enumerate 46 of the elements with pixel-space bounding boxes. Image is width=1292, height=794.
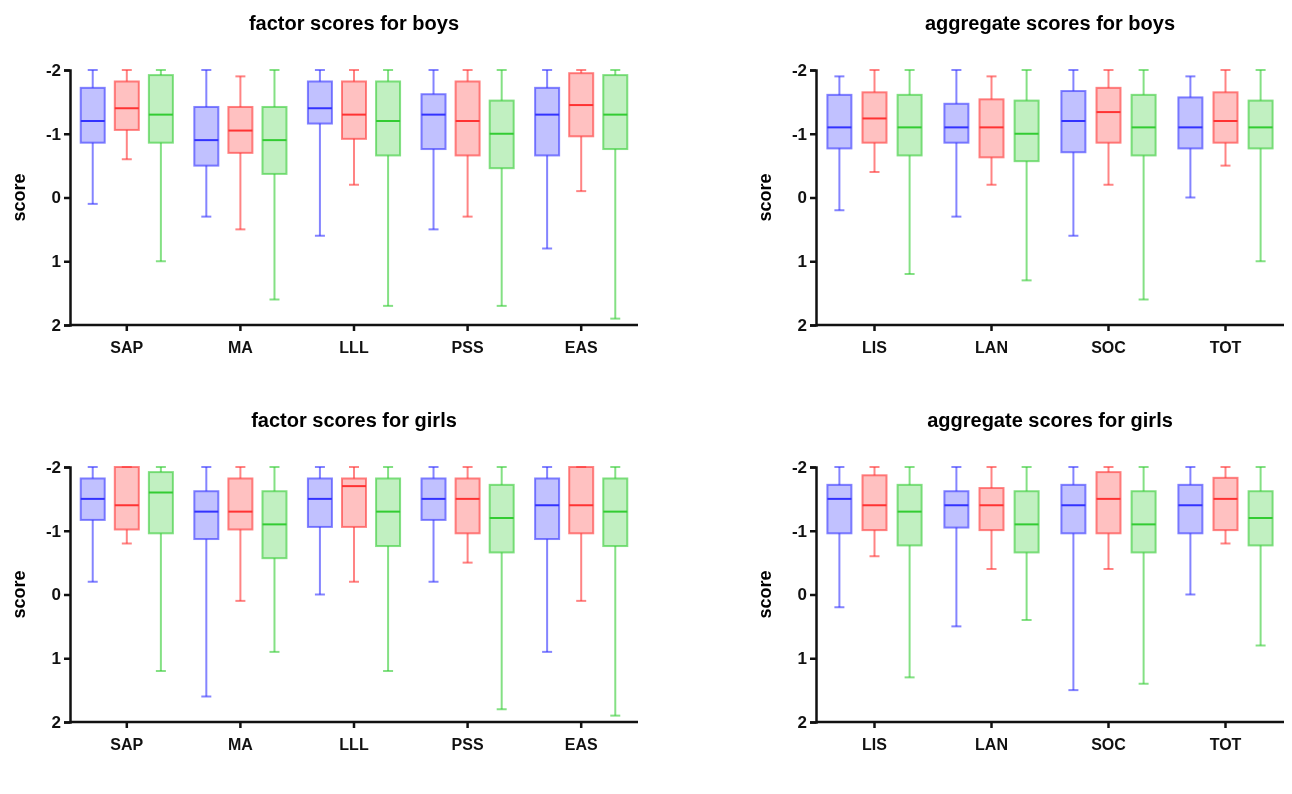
y-tick-label: 0 [797, 585, 807, 605]
y-tick-label: -1 [791, 521, 807, 541]
x-tick-label: PSS [451, 736, 484, 754]
y-tick-label: 0 [797, 188, 807, 208]
x-tick-label: TOT [1209, 339, 1242, 357]
x-tick-label: LIS [862, 339, 888, 357]
x-tick-label: MA [227, 736, 254, 754]
x-tick-label: LIS [862, 736, 888, 754]
x-tick-label: LLL [339, 736, 369, 754]
y-tick-label: 2 [797, 712, 807, 732]
x-tick-label: SAP [110, 736, 144, 754]
y-tick-label: 1 [797, 649, 807, 669]
chart-title: aggregate scores for girls [927, 409, 1173, 431]
chart-title: factor scores for boys [248, 12, 460, 34]
y-tick-label: 1 [51, 252, 61, 272]
y-axis-title: score [9, 570, 29, 619]
x-tick-label: EAS [564, 339, 598, 357]
x-tick-label: SOC [1091, 736, 1127, 754]
y-tick-label: 2 [51, 315, 61, 335]
x-tick-label: PSS [451, 339, 484, 357]
y-tick-label: 1 [797, 252, 807, 272]
chart-title: factor scores for girls [251, 409, 457, 431]
y-axis-title: score [9, 173, 29, 222]
chart-title: aggregate scores for boys [924, 12, 1176, 34]
x-tick-label: MA [227, 339, 254, 357]
y-tick-label: 2 [797, 315, 807, 335]
y-axis-title: score [755, 570, 775, 619]
x-tick-label: LAN [975, 736, 1008, 754]
y-tick-label: -1 [45, 521, 61, 541]
y-tick-label: -1 [791, 124, 807, 144]
y-tick-label: 0 [51, 585, 61, 605]
y-tick-label: -1 [45, 124, 61, 144]
y-tick-label: -2 [791, 60, 807, 80]
x-tick-label: LLL [339, 339, 369, 357]
y-tick-label: -2 [45, 457, 61, 477]
y-tick-label: 2 [51, 712, 61, 732]
y-tick-label: 1 [51, 649, 61, 669]
y-tick-label: 0 [51, 188, 61, 208]
x-tick-label: TOT [1209, 736, 1242, 754]
x-tick-label: EAS [564, 736, 598, 754]
y-axis-title: score [755, 173, 775, 222]
y-tick-label: -2 [791, 457, 807, 477]
x-tick-label: SAP [110, 339, 144, 357]
x-tick-label: LAN [975, 339, 1008, 357]
x-tick-label: SOC [1091, 339, 1127, 357]
y-tick-label: -2 [45, 60, 61, 80]
